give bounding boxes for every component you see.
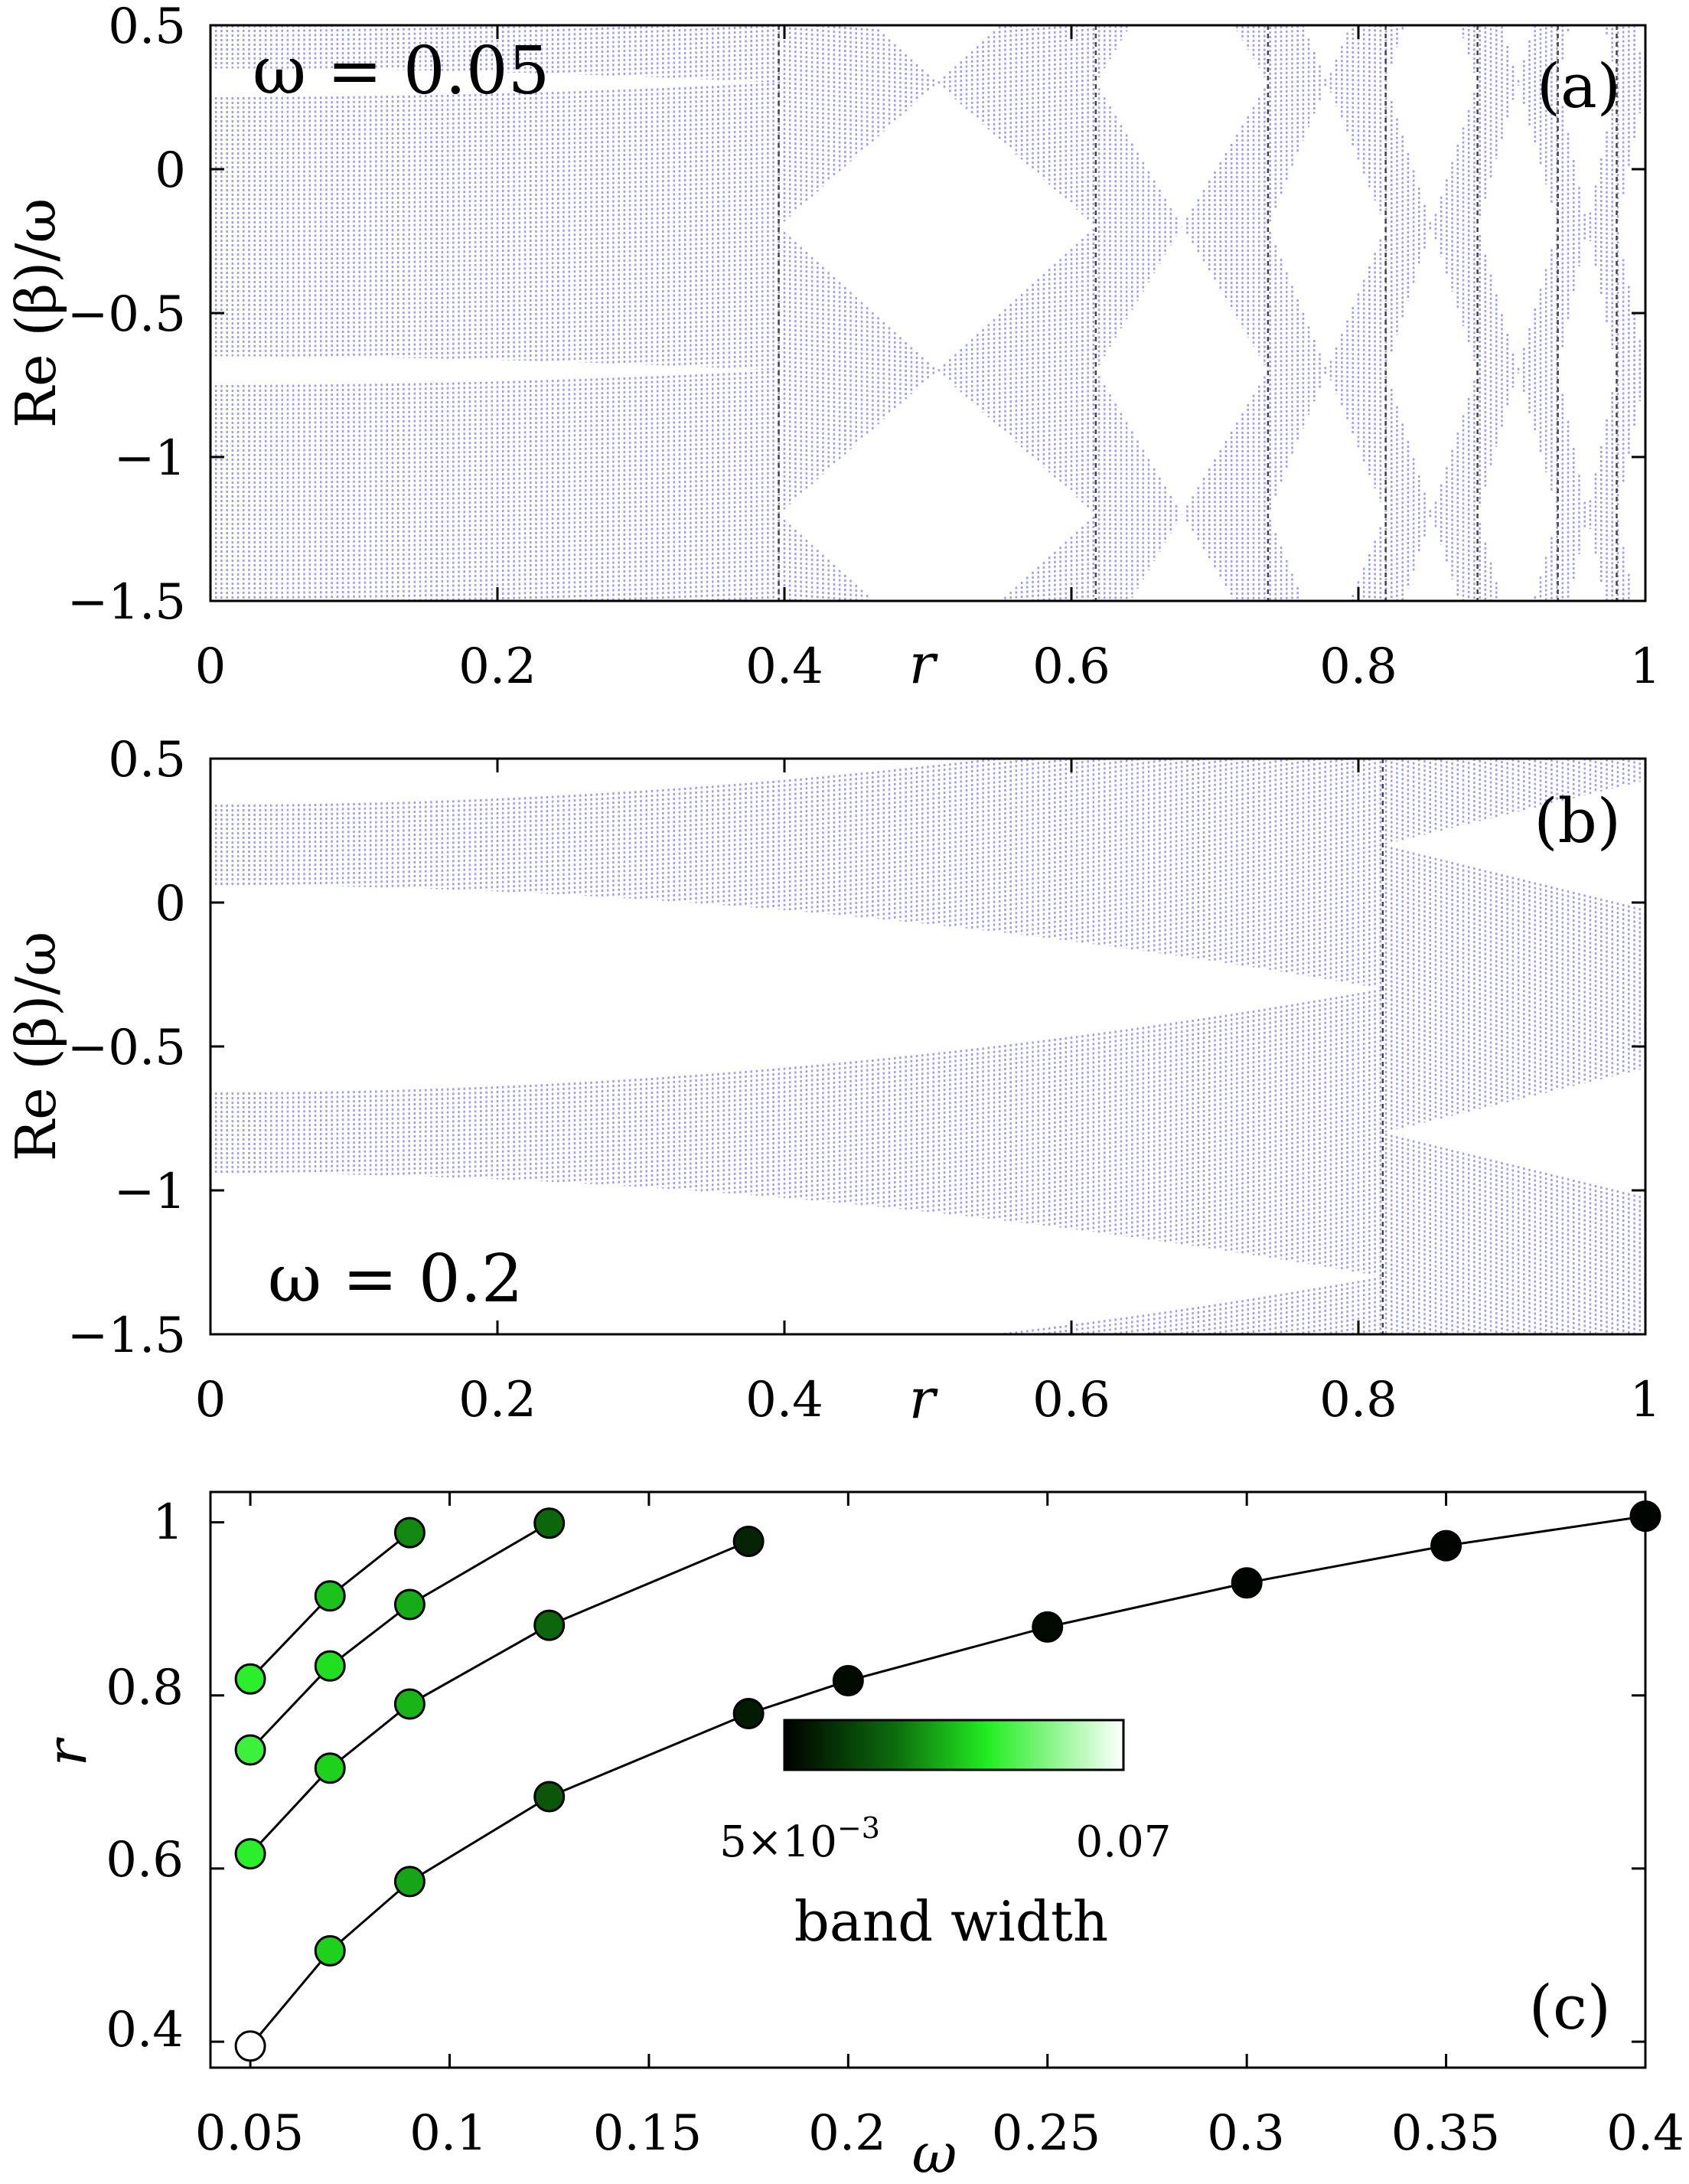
x-tick-label: 1 bbox=[1630, 1372, 1661, 1428]
x-tick-label: 0.8 bbox=[1319, 638, 1397, 695]
band-lines-b bbox=[210, 759, 1645, 1334]
data-point bbox=[533, 1781, 566, 1813]
data-point bbox=[832, 1665, 864, 1697]
y-tick-label: 0.5 bbox=[108, 732, 186, 788]
data-point bbox=[393, 1588, 426, 1621]
x-tick-label: 0.2 bbox=[808, 2105, 886, 2162]
data-point bbox=[234, 1838, 266, 1870]
data-point bbox=[314, 1752, 346, 1784]
series-line bbox=[249, 1522, 550, 1751]
x-tick-label: 0.25 bbox=[992, 2105, 1101, 2162]
plot-frame-a bbox=[209, 24, 1647, 602]
data-point bbox=[732, 1525, 765, 1557]
y-tick-label: 0.4 bbox=[106, 2002, 184, 2058]
y-axis-title: Re (β)/ω bbox=[4, 198, 68, 428]
x-tick-label: 0.2 bbox=[458, 1372, 536, 1428]
data-point bbox=[393, 1866, 426, 1898]
data-point bbox=[234, 1663, 266, 1695]
omega-annotation: ω = 0.05 bbox=[253, 33, 549, 109]
y-tick-label: 0 bbox=[155, 142, 186, 199]
colorbar-title: band width bbox=[794, 1889, 1108, 1954]
colorbar: 5×10−3 0.07 band width bbox=[719, 1719, 1172, 1954]
data-point bbox=[393, 1688, 426, 1720]
data-point bbox=[234, 2030, 266, 2062]
panel-label: (c) bbox=[1529, 1972, 1611, 2043]
y-tick-label: 0 bbox=[155, 876, 186, 932]
y-tick-label: −0.5 bbox=[67, 286, 186, 343]
y-tick-label: 1 bbox=[152, 1494, 184, 1551]
data-point bbox=[533, 1609, 566, 1641]
x-tick-label: 0.3 bbox=[1207, 2105, 1285, 2162]
x-tick-label: 0.2 bbox=[458, 638, 536, 695]
ticks-c bbox=[210, 1492, 1647, 2068]
data-point bbox=[234, 1734, 266, 1766]
x-tick-label: 0.6 bbox=[1032, 638, 1110, 695]
data-point bbox=[314, 1934, 346, 1967]
x-axis-title: ω bbox=[912, 2121, 957, 2184]
band-lines-a bbox=[210, 25, 1645, 601]
crossing-series bbox=[234, 1500, 1661, 2062]
data-point bbox=[1629, 1500, 1661, 1533]
data-point bbox=[533, 1507, 566, 1539]
data-point bbox=[314, 1650, 346, 1682]
colorbar-gradient bbox=[783, 1719, 1125, 1771]
panel-label: (a) bbox=[1537, 51, 1621, 122]
y-tick-label: −0.5 bbox=[67, 1020, 186, 1076]
x-tick-label: 0.05 bbox=[195, 2105, 305, 2162]
y-axis-title: Re (β)/ω bbox=[4, 932, 68, 1161]
x-tick-label: 0.1 bbox=[409, 2105, 487, 2162]
panel-label: (b) bbox=[1534, 785, 1621, 857]
x-tick-label: 0 bbox=[195, 638, 227, 695]
x-tick-label: 1 bbox=[1630, 638, 1661, 695]
colorbar-min-label: 5×10−3 bbox=[719, 1811, 880, 1867]
series-line bbox=[249, 1515, 1646, 2047]
x-tick-label: 0 bbox=[195, 1372, 227, 1428]
x-tick-label: 0.4 bbox=[1606, 2105, 1684, 2162]
plot-frame-b bbox=[209, 757, 1647, 1336]
x-tick-label: 0.4 bbox=[745, 1372, 823, 1428]
crossing-lines-a bbox=[778, 25, 1618, 601]
y-axis-title: r bbox=[34, 1737, 99, 1766]
panel-c-crossing-points: 5×10−3 0.07 band width 0.05 0.1 0.15 0.2… bbox=[34, 1490, 1684, 2184]
y-tick-label: −1 bbox=[114, 1164, 186, 1220]
y-tick-label: 0.8 bbox=[106, 1660, 184, 1716]
data-point bbox=[1430, 1529, 1462, 1562]
x-axis-title: r bbox=[909, 632, 938, 696]
y-tick-label: −1 bbox=[114, 430, 186, 487]
x-tick-label: 0.15 bbox=[593, 2105, 703, 2162]
y-tick-label: 0.5 bbox=[108, 0, 186, 55]
x-tick-label: 0.6 bbox=[1032, 1372, 1110, 1428]
y-tick-label: −1.5 bbox=[67, 1307, 186, 1364]
y-tick-label: −1.5 bbox=[67, 574, 186, 631]
data-point bbox=[1231, 1567, 1263, 1599]
x-tick-label: 0.35 bbox=[1391, 2105, 1501, 2162]
panel-a-band-structure: 0 0.2 0.4 0.6 0.8 1 0.5 0 −0.5 −1 −1.5 r… bbox=[4, 0, 1661, 696]
data-point bbox=[393, 1516, 426, 1549]
plot-frame-c bbox=[209, 1490, 1647, 2069]
data-point bbox=[1032, 1611, 1064, 1643]
x-tick-label: 0.8 bbox=[1319, 1372, 1397, 1428]
x-tick-label: 0.4 bbox=[745, 638, 823, 695]
omega-annotation: ω = 0.2 bbox=[268, 1241, 523, 1317]
data-point bbox=[314, 1580, 346, 1612]
y-tick-label: 0.6 bbox=[106, 1832, 184, 1889]
data-point bbox=[732, 1697, 765, 1729]
x-axis-title: r bbox=[909, 1366, 938, 1431]
colorbar-max-label: 0.07 bbox=[1076, 1817, 1172, 1867]
panel-b-band-structure: 0 0.2 0.4 0.6 0.8 1 0.5 0 −0.5 −1 −1.5 r… bbox=[4, 732, 1661, 1431]
